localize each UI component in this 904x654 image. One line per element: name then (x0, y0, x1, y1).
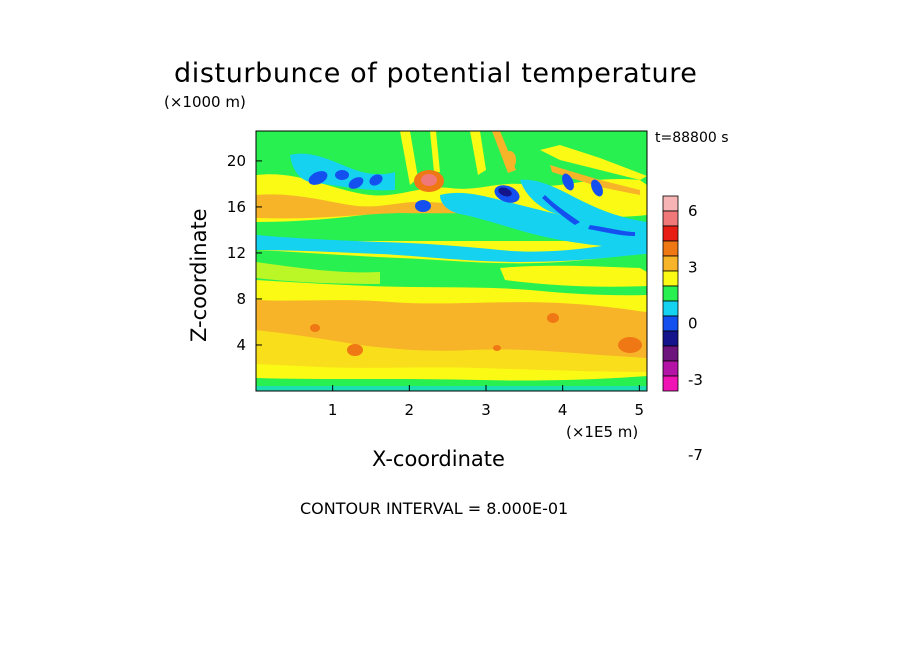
colorbar-swatch (662, 345, 679, 362)
colorbar-swatch (662, 300, 679, 317)
x-axis-label: X-coordinate (372, 447, 505, 471)
x-tick-label: 3 (481, 401, 491, 419)
x-tick-label: 4 (558, 401, 568, 419)
colorbar-swatch (662, 255, 679, 272)
y-tick-label: 4 (236, 336, 246, 354)
colorbar-swatch (662, 315, 679, 332)
y-axis-label: Z-coordinate (187, 208, 211, 342)
plot-frame (255, 130, 648, 392)
x-axis-unit: (×1E5 m) (566, 423, 639, 441)
y-axis-ticks: 4 8 12 16 20 (227, 152, 262, 354)
colorbar-swatch (662, 270, 679, 287)
x-axis-ticks: 1 2 3 4 5 (328, 385, 644, 419)
colorbar-swatch (662, 360, 679, 377)
x-tick-label: 5 (635, 401, 645, 419)
colorbar-swatch (662, 225, 679, 242)
colorbar-tick-label: 6 (688, 202, 698, 220)
y-tick-label: 8 (236, 290, 246, 308)
y-tick-label: 12 (227, 244, 246, 262)
chart-title: disturbunce of potential temperature (174, 58, 698, 89)
colorbar-tick-label: 3 (688, 258, 698, 276)
colorbar: 6 3 0 -3 -7 (662, 195, 703, 464)
colorbar-swatch (662, 210, 679, 227)
colorbar-tick-label: -3 (688, 371, 703, 389)
time-label: t=88800 s (655, 130, 729, 146)
x-tick-label: 1 (328, 401, 338, 419)
y-axis-unit: (×1000 m) (164, 93, 246, 111)
colorbar-tick-label: 0 (688, 315, 698, 333)
colorbar-swatch (662, 330, 679, 347)
y-tick-label: 20 (227, 152, 246, 170)
x-tick-label: 2 (405, 401, 415, 419)
colorbar-tick-label: -7 (688, 446, 703, 464)
colorbar-swatch (662, 375, 679, 392)
colorbar-swatch (662, 240, 679, 257)
y-tick-label: 16 (227, 198, 246, 216)
colorbar-swatch (662, 195, 679, 212)
contour-field (256, 131, 647, 391)
colorbar-swatch (662, 285, 679, 302)
contour-interval-note: CONTOUR INTERVAL = 8.000E-01 (300, 499, 569, 518)
